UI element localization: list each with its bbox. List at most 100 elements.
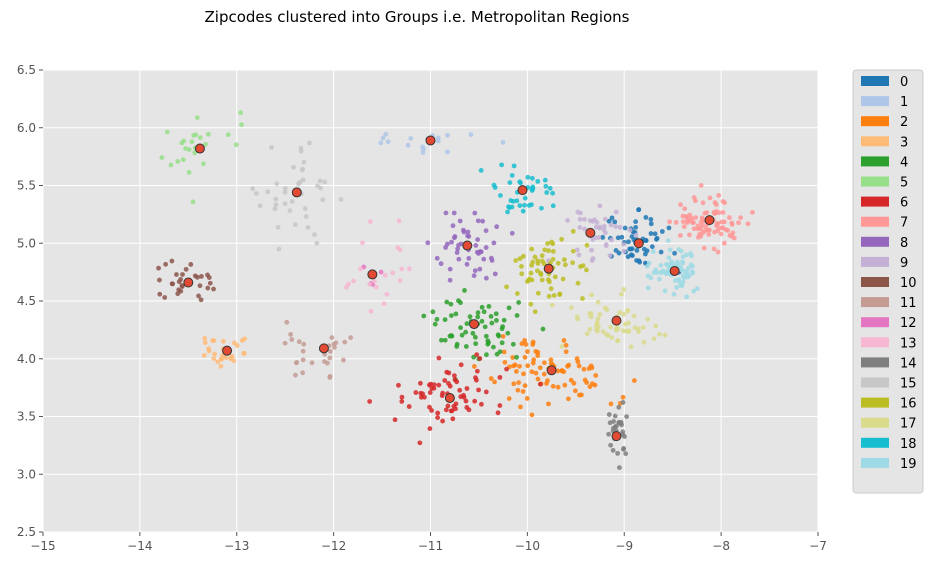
point-series-4 <box>479 318 485 324</box>
point-series-17 <box>589 292 594 298</box>
point-series-18 <box>507 205 512 211</box>
point-series-4 <box>514 313 520 318</box>
point-series-4 <box>475 310 481 316</box>
point-series-19 <box>665 238 671 243</box>
centroid-16 <box>611 315 622 326</box>
point-series-6 <box>464 404 470 410</box>
point-series-17 <box>615 338 620 344</box>
point-series-9 <box>577 225 583 230</box>
point-series-5 <box>180 157 186 163</box>
centroid-markers <box>183 135 715 442</box>
centroid-5 <box>194 143 205 154</box>
point-series-2 <box>520 389 526 394</box>
point-series-6 <box>450 416 456 422</box>
point-series-7 <box>715 249 721 255</box>
point-series-2 <box>530 360 536 366</box>
point-series-8 <box>438 261 444 267</box>
point-series-18 <box>529 175 535 181</box>
point-series-7 <box>745 221 751 227</box>
legend-swatch-8 <box>861 236 889 247</box>
point-series-0 <box>634 248 640 253</box>
point-series-7 <box>725 228 731 233</box>
point-series-6 <box>422 394 427 400</box>
point-series-0 <box>609 215 615 221</box>
point-series-16 <box>575 280 581 286</box>
point-series-11 <box>293 360 299 366</box>
point-series-5 <box>186 147 192 152</box>
point-series-16 <box>513 258 519 263</box>
legend-swatch-4 <box>861 156 889 167</box>
point-series-8 <box>450 223 456 229</box>
point-series-13 <box>395 245 401 251</box>
point-series-4 <box>453 311 459 317</box>
point-series-4 <box>516 300 522 305</box>
point-series-2 <box>524 396 530 401</box>
point-series-4 <box>463 344 469 349</box>
series-6 <box>367 352 543 446</box>
point-series-8 <box>461 229 467 235</box>
point-series-0 <box>600 234 606 240</box>
point-series-15 <box>274 181 280 187</box>
point-series-19 <box>688 262 694 268</box>
series-16 <box>504 228 590 315</box>
point-series-0 <box>619 234 625 240</box>
point-series-5 <box>225 132 231 138</box>
point-series-2 <box>522 383 528 389</box>
point-series-16 <box>580 296 585 301</box>
point-series-19 <box>667 247 673 253</box>
legend-swatch-18 <box>861 437 889 448</box>
point-series-6 <box>440 390 445 396</box>
point-series-6 <box>537 381 543 387</box>
point-series-10 <box>197 283 203 289</box>
point-series-9 <box>617 224 623 230</box>
point-series-9 <box>590 218 596 224</box>
point-series-18 <box>517 203 523 209</box>
centroid-11 <box>318 343 329 354</box>
point-series-9 <box>575 209 581 215</box>
centroid-9 <box>585 227 596 238</box>
point-series-9 <box>597 203 603 209</box>
point-series-2 <box>574 356 580 362</box>
point-series-10 <box>180 272 185 277</box>
point-series-4 <box>448 301 454 307</box>
point-series-17 <box>614 324 620 330</box>
point-series-6 <box>453 401 459 407</box>
point-series-6 <box>396 382 401 388</box>
point-series-8 <box>475 218 481 224</box>
point-series-15 <box>338 197 344 202</box>
point-series-8 <box>457 218 463 224</box>
point-series-3 <box>202 335 208 341</box>
legend-swatch-2 <box>861 116 889 127</box>
point-series-7 <box>684 220 690 225</box>
centroid-1 <box>425 135 436 146</box>
point-series-17 <box>628 344 634 350</box>
point-series-2 <box>537 365 543 371</box>
point-series-10 <box>169 281 175 287</box>
point-series-15 <box>305 225 311 230</box>
point-series-16 <box>555 260 561 266</box>
point-series-4 <box>464 321 470 327</box>
point-series-15 <box>282 189 288 195</box>
point-series-16 <box>580 263 586 269</box>
point-series-0 <box>636 207 642 213</box>
point-series-3 <box>239 338 245 343</box>
point-series-19 <box>648 275 654 281</box>
legend-label-14: 14 <box>900 356 917 371</box>
x-tick-label-0: −15 <box>30 539 55 553</box>
point-series-0 <box>641 246 647 252</box>
point-series-5 <box>183 146 188 151</box>
point-series-13 <box>367 219 373 225</box>
point-series-5 <box>175 159 181 164</box>
legend-label-13: 13 <box>900 336 917 351</box>
point-series-18 <box>525 174 531 180</box>
point-series-8 <box>483 245 489 250</box>
point-series-18 <box>539 205 544 211</box>
point-series-8 <box>454 250 460 255</box>
point-series-9 <box>601 223 607 229</box>
point-series-1 <box>420 144 425 150</box>
point-series-2 <box>501 349 507 355</box>
point-series-6 <box>399 394 405 400</box>
point-series-9 <box>577 216 583 222</box>
x-tick-label-5: −10 <box>515 539 540 553</box>
chart-title: Zipcodes clustered into Groups i.e. Metr… <box>205 8 630 26</box>
